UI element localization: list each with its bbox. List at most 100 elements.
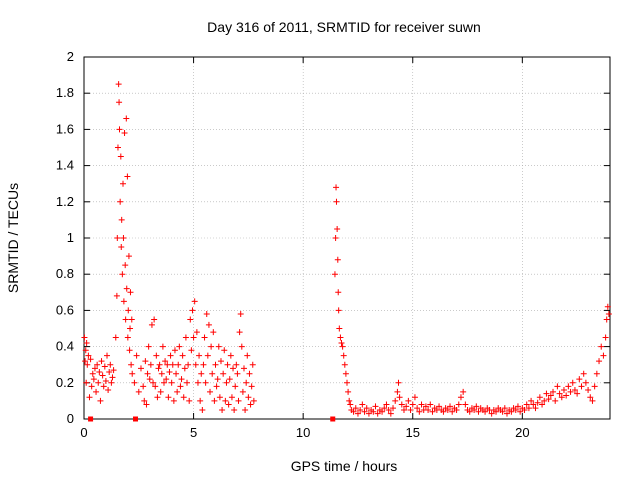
data-point — [333, 198, 340, 205]
data-point — [242, 406, 249, 413]
data-point — [460, 388, 467, 395]
data-point — [523, 401, 530, 408]
data-point — [193, 329, 200, 336]
data-point — [422, 403, 429, 410]
data-point — [180, 394, 187, 401]
data-point — [81, 334, 88, 341]
data-point — [119, 271, 126, 278]
data-point — [128, 316, 135, 323]
data-point — [332, 235, 339, 241]
data-point — [196, 352, 203, 359]
data-point — [95, 379, 102, 386]
data-point — [210, 329, 217, 336]
data-point — [596, 358, 603, 365]
data-point — [508, 408, 515, 415]
data-point — [99, 372, 106, 379]
data-point — [233, 361, 240, 368]
data-point — [457, 394, 464, 401]
data-point — [407, 406, 414, 413]
data-point — [482, 408, 489, 415]
y-tick-label: 0.8 — [56, 266, 74, 281]
data-point — [104, 352, 111, 359]
data-point — [250, 397, 257, 404]
data-point — [125, 307, 132, 314]
data-point — [126, 347, 133, 354]
data-point — [363, 405, 370, 412]
data-point — [209, 370, 216, 377]
data-point — [379, 408, 386, 415]
data-point — [580, 370, 587, 377]
data-point — [94, 361, 101, 368]
data-point — [517, 408, 524, 415]
data-point — [220, 370, 227, 377]
data-point — [151, 316, 158, 323]
data-point — [203, 311, 210, 318]
data-point — [582, 379, 589, 386]
data-point — [405, 397, 412, 404]
y-tick-label: 1.2 — [56, 194, 74, 209]
data-point — [554, 383, 561, 390]
data-point — [143, 401, 150, 408]
data-point — [224, 361, 231, 368]
data-point — [418, 401, 425, 408]
data-point — [337, 334, 344, 341]
data-point — [163, 376, 170, 383]
data-point — [212, 361, 219, 368]
data-point — [106, 368, 113, 375]
data-point — [114, 144, 121, 151]
data-point — [96, 368, 103, 375]
data-point — [398, 401, 405, 408]
data-point — [120, 298, 127, 305]
data-point — [543, 390, 550, 397]
data-point — [347, 401, 354, 408]
x-tick-label: 0 — [80, 425, 87, 440]
data-point — [357, 406, 364, 413]
data-point — [416, 408, 423, 415]
data-point — [115, 81, 122, 88]
data-point — [576, 376, 583, 383]
data-point — [567, 388, 574, 395]
data-point — [198, 370, 205, 377]
ticks: 0 5 10 15 20 0 0.2 0.4 0.6 0.8 1 1.2 1.4 1.6 1.8 2 — [56, 49, 610, 440]
data-point — [188, 347, 195, 354]
data-point — [359, 401, 366, 408]
data-point — [123, 115, 130, 122]
data-point — [344, 379, 350, 386]
y-tick-label: 1 — [67, 230, 74, 245]
data-point — [82, 347, 89, 354]
data-point — [447, 403, 454, 410]
data-point — [370, 408, 377, 415]
data-point — [383, 401, 390, 408]
data-point — [521, 406, 528, 413]
data-point — [142, 358, 149, 365]
data-point — [365, 410, 372, 417]
data-point — [153, 352, 160, 359]
data-point — [547, 392, 554, 399]
data-point — [177, 383, 184, 390]
baseline-marker — [133, 416, 139, 422]
data-point — [346, 397, 353, 404]
data-point — [436, 403, 443, 410]
data-point — [83, 339, 90, 346]
y-tick-label: 1.6 — [56, 121, 74, 136]
data-point — [578, 383, 585, 390]
data-point — [565, 383, 572, 390]
data-point — [84, 361, 91, 368]
data-point — [176, 343, 183, 350]
data-point — [585, 387, 592, 394]
data-point — [156, 361, 163, 368]
data-point — [400, 406, 407, 413]
data-point — [345, 388, 352, 395]
data-point — [148, 321, 155, 328]
data-point — [108, 379, 115, 386]
chart-title: Day 316 of 2011, SRMTID for receiver suw… — [207, 19, 481, 35]
y-tick-label: 0.2 — [56, 375, 74, 390]
data-point — [246, 370, 253, 377]
data-point — [591, 383, 598, 390]
data-point — [340, 352, 347, 359]
data-point — [166, 368, 173, 375]
baseline-marker — [88, 416, 94, 422]
data-point — [331, 271, 338, 278]
data-point — [602, 334, 609, 341]
